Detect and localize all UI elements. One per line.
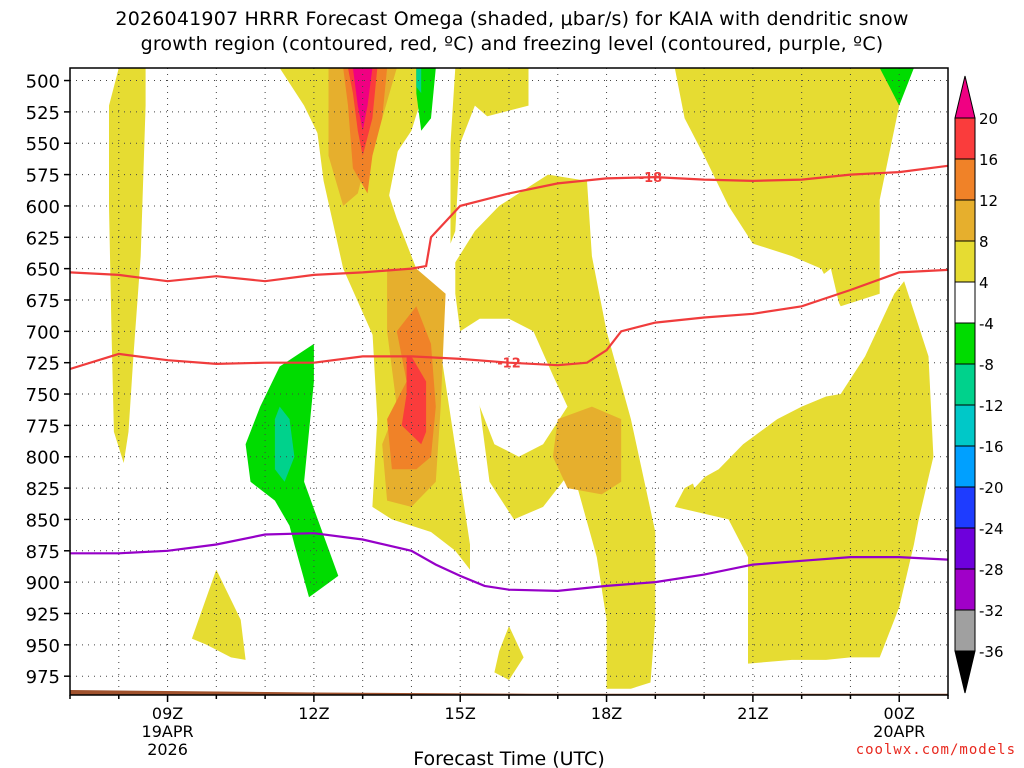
colorbar-label: -32 bbox=[979, 602, 1004, 620]
y-tick-label: 925 bbox=[26, 604, 60, 625]
x-tick-date-label: 19APR bbox=[142, 722, 194, 741]
colorbar-label: 16 bbox=[979, 151, 998, 169]
x-tick-label: 18Z bbox=[591, 704, 622, 723]
colorbar-segment bbox=[954, 609, 976, 652]
y-tick-label: 525 bbox=[26, 103, 60, 124]
y-tick-label: 750 bbox=[26, 385, 60, 406]
y-tick-label: 575 bbox=[26, 166, 60, 187]
omega-region-pos_8_12 bbox=[552, 406, 622, 495]
omega-region-white bbox=[460, 105, 505, 231]
x-tick-label: 09Z bbox=[152, 704, 183, 723]
omega-region-pos_4_8 bbox=[494, 626, 524, 680]
omega-region-white bbox=[460, 318, 568, 457]
omega-region-pos_4_8 bbox=[674, 68, 900, 307]
colorbar-segment bbox=[954, 404, 976, 447]
temperature-contours: -18 -12 bbox=[70, 164, 948, 593]
colorbar-segment bbox=[954, 486, 976, 529]
colorbar-label: 4 bbox=[979, 274, 989, 292]
y-tick-label: 900 bbox=[26, 573, 60, 594]
x-tick-date-label: 20APR bbox=[873, 722, 925, 741]
colorbar-label: -16 bbox=[979, 438, 1004, 456]
colorbar-segment bbox=[954, 363, 976, 406]
colorbar-label: 8 bbox=[979, 233, 989, 251]
omega-region-pos_4_8 bbox=[674, 281, 934, 664]
omega-region-white bbox=[684, 268, 846, 489]
colorbar-segment bbox=[954, 199, 976, 242]
y-tick-label: 500 bbox=[26, 72, 60, 93]
omega-region-neg_8_12 bbox=[274, 406, 295, 482]
colorbar-segment bbox=[954, 117, 976, 160]
y-tick-label: 975 bbox=[26, 667, 60, 688]
omega-region-pos_4_8 bbox=[450, 68, 529, 244]
colorbar-segment bbox=[954, 158, 976, 201]
omega-colorbar: 20 16 12 8 4 -4 -8 -12 -16 -20 -24 -28 -32 -36 bbox=[954, 75, 1004, 694]
y-tick-label: 950 bbox=[26, 636, 60, 657]
colorbar-bottom-arrow bbox=[954, 650, 976, 694]
omega-region-neg_4_8 bbox=[245, 343, 339, 598]
isotherm-label: -18 bbox=[639, 171, 663, 186]
colorbar-label: -4 bbox=[979, 315, 994, 333]
colorbar-segment bbox=[954, 568, 976, 611]
x-tick-label: 15Z bbox=[445, 704, 476, 723]
colorbar-label: -8 bbox=[979, 356, 994, 374]
chart-title-line-2: growth region (contoured, red, ºC) and f… bbox=[140, 33, 884, 55]
y-tick-label: 875 bbox=[26, 542, 60, 563]
colorbar-segment bbox=[954, 240, 976, 283]
x-tick-year-label: 2026 bbox=[147, 740, 188, 759]
credit-link[interactable]: coolwx.com/models bbox=[855, 742, 1016, 758]
omega-region-pos_gt20 bbox=[352, 68, 373, 131]
colorbar-label: 12 bbox=[979, 192, 998, 210]
y-tick-label: 600 bbox=[26, 197, 60, 218]
colorbar-segment bbox=[954, 281, 976, 324]
colorbar-label: -20 bbox=[979, 479, 1004, 497]
colorbar-segment bbox=[954, 527, 976, 570]
y-tick-label: 850 bbox=[26, 510, 60, 531]
colorbar-label: -36 bbox=[979, 643, 1004, 661]
isotherm-line-freezing bbox=[70, 532, 948, 593]
isotherm-line--18 bbox=[70, 164, 948, 283]
colorbar-label: 20 bbox=[979, 110, 998, 128]
colorbar-segment bbox=[954, 445, 976, 488]
x-tick-label: 21Z bbox=[737, 704, 768, 723]
y-tick-label: 775 bbox=[26, 416, 60, 437]
y-tick-label: 700 bbox=[26, 322, 60, 343]
colorbar-label: -28 bbox=[979, 561, 1004, 579]
pressure-axis: 500 525 550 575 600 625 650 675 700 725 750 775 800 8… bbox=[26, 72, 70, 688]
y-tick-label: 625 bbox=[26, 228, 60, 249]
y-tick-label: 800 bbox=[26, 448, 60, 469]
x-tick-label: 12Z bbox=[298, 704, 329, 723]
omega-region-neg_4_8 bbox=[879, 68, 914, 106]
isotherm-line--12 bbox=[70, 268, 948, 371]
colorbar-label: -24 bbox=[979, 520, 1004, 538]
y-tick-label: 650 bbox=[26, 260, 60, 281]
y-tick-label: 825 bbox=[26, 479, 60, 500]
chart-title-line-1: 2026041907 HRRR Forecast Omega (shaded, … bbox=[115, 8, 909, 30]
omega-shading bbox=[109, 68, 934, 689]
y-tick-label: 675 bbox=[26, 291, 60, 312]
isotherm-label: -12 bbox=[497, 357, 521, 372]
colorbar-label: -12 bbox=[979, 397, 1004, 415]
plot-grid bbox=[69, 68, 949, 695]
x-tick-label: 00Z bbox=[884, 704, 915, 723]
omega-region-pos_4_8 bbox=[109, 68, 146, 463]
omega-region-pos_4_8 bbox=[455, 174, 656, 689]
omega-region-pos_4_8 bbox=[191, 569, 246, 660]
x-axis-label: Forecast Time (UTC) bbox=[413, 748, 604, 768]
omega-region-pos_16_20 bbox=[401, 356, 427, 445]
ground-fill bbox=[70, 689, 948, 695]
colorbar-top-arrow bbox=[954, 75, 976, 119]
y-tick-label: 725 bbox=[26, 354, 60, 375]
colorbar-segment bbox=[954, 322, 976, 365]
y-tick-label: 550 bbox=[26, 134, 60, 155]
ground-surface bbox=[70, 689, 948, 695]
